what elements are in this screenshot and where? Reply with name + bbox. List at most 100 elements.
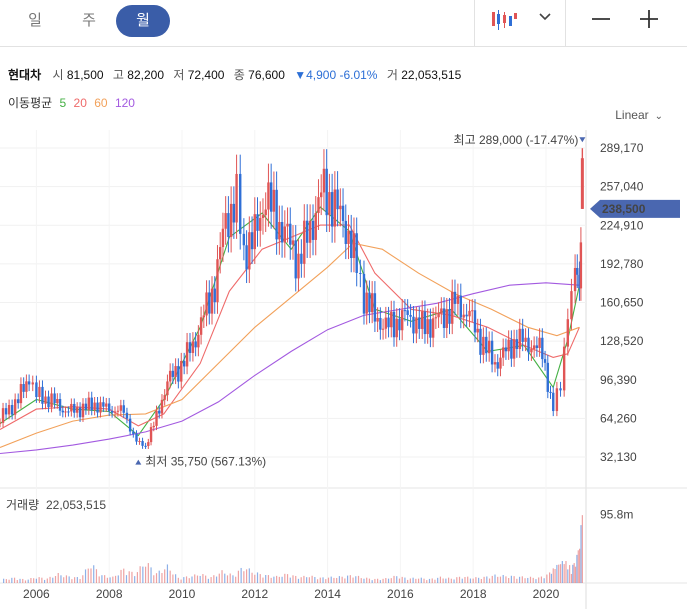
candle-body xyxy=(0,422,2,424)
candle-body xyxy=(328,192,331,216)
volume-bar xyxy=(276,575,278,583)
candle-body xyxy=(7,405,11,415)
volume-bar xyxy=(11,577,13,583)
volume-bar xyxy=(497,576,499,583)
volume-bar xyxy=(38,577,40,583)
volume-bar xyxy=(360,578,362,583)
volume-bar xyxy=(292,575,294,583)
candle-body xyxy=(41,386,44,404)
candle-body xyxy=(125,412,129,419)
candle-body xyxy=(459,295,462,318)
volume-value: 22,053,515 xyxy=(401,68,462,82)
tab-week[interactable]: 주 xyxy=(82,12,96,29)
candle-body xyxy=(579,242,583,289)
volume-bar xyxy=(483,576,485,583)
chart-type-dropdown[interactable] xyxy=(534,0,556,46)
volume-bar xyxy=(308,577,310,583)
volume-bar xyxy=(420,577,422,583)
divider xyxy=(565,0,566,46)
candle-body xyxy=(188,342,192,353)
volume-bar xyxy=(450,578,452,583)
chart-type-button[interactable] xyxy=(486,0,522,46)
candle-body xyxy=(219,247,222,260)
volume-bar xyxy=(349,575,351,583)
volume-bar xyxy=(95,569,98,583)
volume-bar xyxy=(262,577,264,583)
candle-body xyxy=(434,317,438,319)
volume-bar xyxy=(41,577,43,583)
volume-bar xyxy=(147,563,149,583)
candle-body xyxy=(78,407,82,418)
price-tick-label: 64,260 xyxy=(600,411,637,425)
candle-body xyxy=(409,314,412,317)
volume-bar xyxy=(330,576,332,583)
volume-bar xyxy=(158,570,160,583)
volume-bar xyxy=(150,567,152,583)
volume-bar xyxy=(333,577,335,583)
volume-bar xyxy=(336,577,338,583)
volume-bar xyxy=(218,573,220,583)
ma-60-label: 60 xyxy=(94,96,108,110)
volume-bar xyxy=(161,573,163,583)
candle-body xyxy=(471,310,474,312)
volume-bar xyxy=(221,570,223,583)
volume-bar xyxy=(3,578,5,583)
candle-body xyxy=(308,220,312,243)
candle-body xyxy=(73,403,76,413)
volume-bar xyxy=(194,574,196,583)
volume-bar xyxy=(82,575,84,583)
candle-body xyxy=(102,402,105,407)
candle-body xyxy=(272,189,276,212)
scale-mode-select[interactable]: Linear ⌄ xyxy=(615,108,663,122)
volume-tick-label: 95.8m xyxy=(600,508,633,522)
volume-bar xyxy=(428,578,431,583)
volume-bar xyxy=(385,578,387,583)
volume-bar xyxy=(453,579,455,583)
add-indicator-button[interactable] xyxy=(632,0,666,46)
tab-month[interactable]: 월 xyxy=(116,5,170,37)
volume-bar xyxy=(117,575,119,583)
minimize-button[interactable] xyxy=(584,0,618,46)
candle-body xyxy=(232,203,236,223)
candle-body xyxy=(197,334,200,348)
candle-body xyxy=(27,381,31,385)
volume-bar xyxy=(407,579,409,583)
volume-bar xyxy=(106,577,108,583)
volume-bar xyxy=(415,578,417,583)
candle-body xyxy=(35,382,38,397)
volume-bar xyxy=(524,578,526,583)
volume-bar xyxy=(377,578,379,583)
price-tick-label: 96,390 xyxy=(600,373,637,387)
candle-body xyxy=(431,318,435,338)
volume-bar xyxy=(84,569,87,583)
volume-bar xyxy=(164,569,166,583)
candle-body xyxy=(527,337,530,353)
volume-bar xyxy=(491,575,493,583)
candle-body xyxy=(368,292,371,313)
volume-bar xyxy=(341,576,343,583)
candle-body xyxy=(317,197,320,214)
candle-body xyxy=(347,230,350,244)
moving-average-legend[interactable]: 이동평균 5 20 60 120 xyxy=(8,94,139,111)
candle-body xyxy=(305,220,309,243)
last-price-badge xyxy=(590,199,680,218)
candle-body xyxy=(392,311,396,338)
candle-body xyxy=(158,410,161,414)
change-value: ▼4,900 -6.01% xyxy=(294,68,378,82)
volume-bar xyxy=(254,574,256,583)
candle-body xyxy=(507,339,510,352)
price-tick-label: 224,910 xyxy=(600,218,644,232)
tab-day[interactable]: 일 xyxy=(28,12,42,29)
ma-120-line xyxy=(0,282,580,455)
volume-bar xyxy=(554,569,556,583)
high-marker-icon xyxy=(579,137,586,143)
candle-body xyxy=(81,403,85,418)
volume-bar xyxy=(311,575,313,583)
candle-body xyxy=(395,318,398,338)
volume-bar xyxy=(529,576,532,583)
volume-bar xyxy=(434,579,436,583)
candle-body xyxy=(84,403,88,410)
candle-body xyxy=(67,411,70,413)
volume-bar xyxy=(128,571,130,583)
